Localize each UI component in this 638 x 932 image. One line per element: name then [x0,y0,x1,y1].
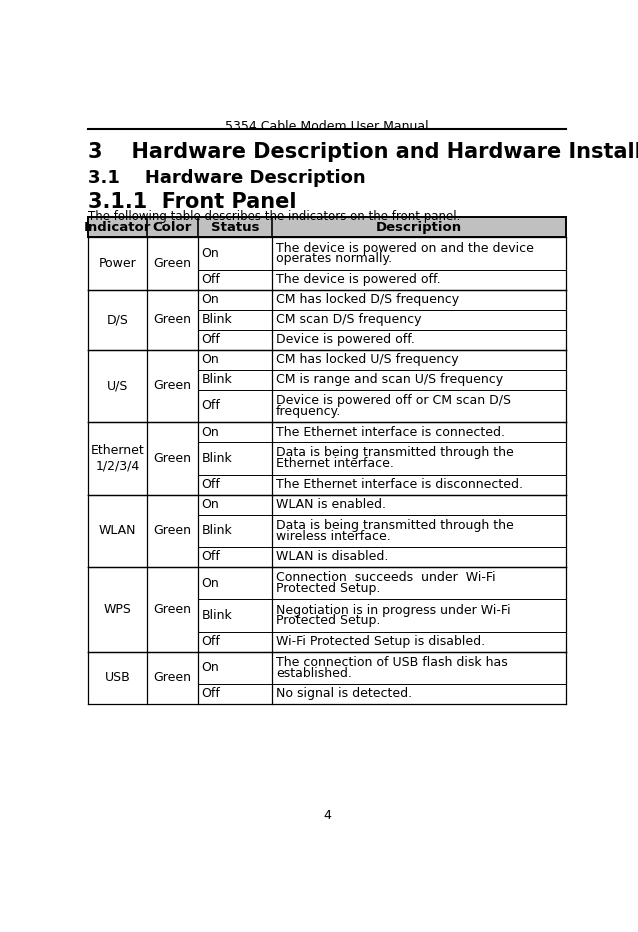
Text: Power: Power [98,257,137,270]
Text: WLAN is disabled.: WLAN is disabled. [276,551,388,564]
Text: The connection of USB flash disk has: The connection of USB flash disk has [276,656,507,669]
Text: CM is range and scan U/S frequency: CM is range and scan U/S frequency [276,374,503,386]
Bar [87,290,567,350]
Text: Green: Green [154,452,191,465]
Bar [87,350,567,422]
Text: On: On [202,498,219,511]
Text: On: On [202,662,219,674]
Text: 3.1.1  Front Panel: 3.1.1 Front Panel [87,192,296,212]
Text: U/S: U/S [107,379,128,392]
Text: On: On [202,426,219,439]
Text: Off: Off [202,551,220,564]
Text: On: On [202,353,219,366]
Text: Blink: Blink [202,452,232,465]
Text: Off: Off [202,273,220,286]
Text: Protected Setup.: Protected Setup. [276,614,380,627]
Text: Ethernet
1/2/3/4: Ethernet 1/2/3/4 [91,445,144,473]
Text: CM has locked U/S frequency: CM has locked U/S frequency [276,353,458,366]
Text: Color: Color [153,221,192,234]
Text: On: On [202,577,219,590]
Text: Ethernet interface.: Ethernet interface. [276,458,394,471]
Text: Green: Green [154,671,191,684]
Text: Blink: Blink [202,374,232,386]
Text: Green: Green [154,524,191,537]
Text: No signal is detected.: No signal is detected. [276,688,412,701]
Text: established.: established. [276,666,352,679]
Bar [87,495,567,567]
Text: USB: USB [105,671,130,684]
Text: Negotiation is in progress under Wi-Fi: Negotiation is in progress under Wi-Fi [276,604,510,617]
Text: Data is being transmitted through the: Data is being transmitted through the [276,446,514,459]
Text: Data is being transmitted through the: Data is being transmitted through the [276,519,514,532]
Text: 4: 4 [323,809,331,822]
Text: 3.1    Hardware Description: 3.1 Hardware Description [87,169,365,186]
Text: Off: Off [202,334,220,347]
Text: Green: Green [154,313,191,326]
Text: Off: Off [202,635,220,648]
Text: frequency.: frequency. [276,404,341,418]
Text: The Ethernet interface is connected.: The Ethernet interface is connected. [276,426,505,439]
Text: D/S: D/S [107,313,128,326]
Text: Indicator: Indicator [84,221,151,234]
Text: Off: Off [202,400,220,413]
Text: On: On [202,294,219,307]
Text: Device is powered off.: Device is powered off. [276,334,415,347]
Text: 5354 Cable Modem User Manual: 5354 Cable Modem User Manual [225,120,429,133]
Bar [87,217,567,238]
Text: On: On [202,247,219,260]
Text: Green: Green [154,257,191,270]
Text: WLAN: WLAN [99,524,136,537]
Text: Protected Setup.: Protected Setup. [276,582,380,595]
Bar [87,567,567,651]
Bar [87,651,567,704]
Text: Blink: Blink [202,524,232,537]
Text: Off: Off [202,688,220,701]
Text: CM scan D/S frequency: CM scan D/S frequency [276,313,421,326]
Text: The device is powered on and the device: The device is powered on and the device [276,241,533,254]
Text: CM has locked D/S frequency: CM has locked D/S frequency [276,294,459,307]
Text: Wi-Fi Protected Setup is disabled.: Wi-Fi Protected Setup is disabled. [276,635,485,648]
Text: Green: Green [154,379,191,392]
Text: WLAN is enabled.: WLAN is enabled. [276,498,386,511]
Bar [87,238,567,290]
Text: Green: Green [154,603,191,616]
Text: 3    Hardware Description and Hardware Installation: 3 Hardware Description and Hardware Inst… [87,142,638,162]
Text: The following table describes the indicators on the front panel.: The following table describes the indica… [87,211,460,224]
Text: Description: Description [376,221,463,234]
Text: wireless interface.: wireless interface. [276,529,390,542]
Text: Off: Off [202,478,220,491]
Text: The device is powered off.: The device is powered off. [276,273,440,286]
Text: Blink: Blink [202,609,232,622]
Text: operates normally.: operates normally. [276,253,392,266]
Bar [87,422,567,495]
Text: Device is powered off or CM scan D/S: Device is powered off or CM scan D/S [276,394,511,407]
Text: WPS: WPS [103,603,131,616]
Text: Blink: Blink [202,313,232,326]
Text: Status: Status [211,221,259,234]
Text: Connection  succeeds  under  Wi-Fi: Connection succeeds under Wi-Fi [276,571,495,584]
Text: The Ethernet interface is disconnected.: The Ethernet interface is disconnected. [276,478,523,491]
